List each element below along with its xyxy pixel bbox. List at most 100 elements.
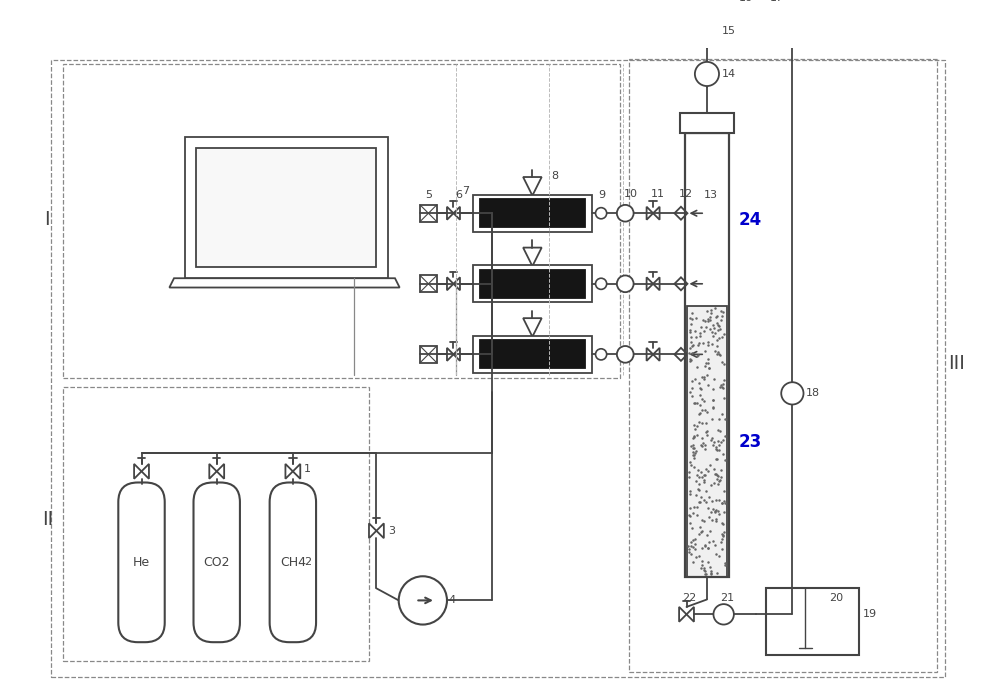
Bar xyxy=(687,306,727,578)
Point xyxy=(707,303,723,314)
Text: 2: 2 xyxy=(304,558,311,567)
Point xyxy=(683,337,699,348)
Point xyxy=(690,350,706,361)
Point xyxy=(682,510,698,521)
Text: 5: 5 xyxy=(425,190,432,199)
Point xyxy=(700,557,716,568)
Point xyxy=(710,325,726,336)
Polygon shape xyxy=(653,348,660,361)
Point xyxy=(702,526,718,537)
Point xyxy=(711,495,727,506)
Bar xyxy=(420,205,437,221)
Point xyxy=(684,313,700,324)
Point xyxy=(714,408,730,419)
Text: 20: 20 xyxy=(830,593,844,602)
Point xyxy=(716,506,732,518)
Point xyxy=(681,510,697,521)
Polygon shape xyxy=(734,6,751,23)
Point xyxy=(703,506,719,518)
Point xyxy=(696,326,712,337)
Circle shape xyxy=(399,576,447,624)
Point xyxy=(713,437,729,448)
Point xyxy=(708,453,724,464)
Point xyxy=(688,552,704,563)
Point xyxy=(683,460,699,471)
Point xyxy=(688,331,704,342)
Text: II: II xyxy=(42,510,53,529)
Point xyxy=(696,395,712,406)
Point xyxy=(708,469,724,480)
Point xyxy=(694,560,710,571)
Point xyxy=(708,312,724,323)
Bar xyxy=(680,113,734,133)
Polygon shape xyxy=(647,207,653,219)
Point xyxy=(694,432,710,443)
Point xyxy=(687,374,703,385)
Point xyxy=(712,382,728,393)
Point xyxy=(705,503,721,514)
Point xyxy=(687,325,703,336)
Point xyxy=(702,562,718,573)
Point xyxy=(713,465,729,476)
Point xyxy=(693,466,709,477)
Polygon shape xyxy=(772,7,779,22)
Point xyxy=(705,402,721,413)
Circle shape xyxy=(596,208,607,219)
Point xyxy=(682,457,698,468)
Point xyxy=(701,363,717,374)
Point xyxy=(697,566,713,577)
Point xyxy=(705,331,721,342)
Point xyxy=(684,391,700,402)
FancyBboxPatch shape xyxy=(270,482,316,642)
Polygon shape xyxy=(142,464,149,479)
Point xyxy=(690,484,706,495)
Point xyxy=(696,495,712,506)
Point xyxy=(686,419,702,430)
Point xyxy=(681,471,697,482)
Circle shape xyxy=(617,275,634,292)
Point xyxy=(683,540,699,551)
Point xyxy=(697,540,713,551)
Point xyxy=(698,358,714,369)
Point xyxy=(700,358,716,369)
Point xyxy=(716,375,732,386)
Point xyxy=(693,492,709,503)
Point xyxy=(692,390,708,401)
Point xyxy=(689,509,705,520)
Point xyxy=(682,486,698,497)
Polygon shape xyxy=(674,277,687,290)
Point xyxy=(688,313,704,324)
Point xyxy=(687,538,703,549)
Point xyxy=(696,373,712,384)
Point xyxy=(706,463,722,474)
Point xyxy=(714,529,730,540)
Polygon shape xyxy=(453,207,460,219)
Point xyxy=(717,557,733,568)
Point xyxy=(710,346,726,357)
Point xyxy=(685,450,701,461)
Point xyxy=(710,478,726,489)
Point xyxy=(700,542,716,553)
Point xyxy=(715,435,731,446)
Point xyxy=(693,384,709,395)
Point xyxy=(686,453,702,464)
Point xyxy=(685,541,701,552)
Text: 7: 7 xyxy=(462,186,469,196)
Point xyxy=(709,340,725,351)
Point xyxy=(698,322,714,333)
Bar xyxy=(480,270,585,297)
Bar xyxy=(685,133,729,578)
Point xyxy=(704,514,720,525)
Point xyxy=(685,535,701,546)
Point xyxy=(697,315,713,326)
Point xyxy=(710,425,726,436)
Polygon shape xyxy=(369,523,376,538)
Point xyxy=(710,505,726,516)
Bar xyxy=(196,148,376,267)
Point xyxy=(694,394,710,405)
Point xyxy=(686,449,702,460)
Point xyxy=(707,540,723,551)
Text: 19: 19 xyxy=(863,609,877,620)
Point xyxy=(697,444,713,455)
Point xyxy=(713,537,729,548)
